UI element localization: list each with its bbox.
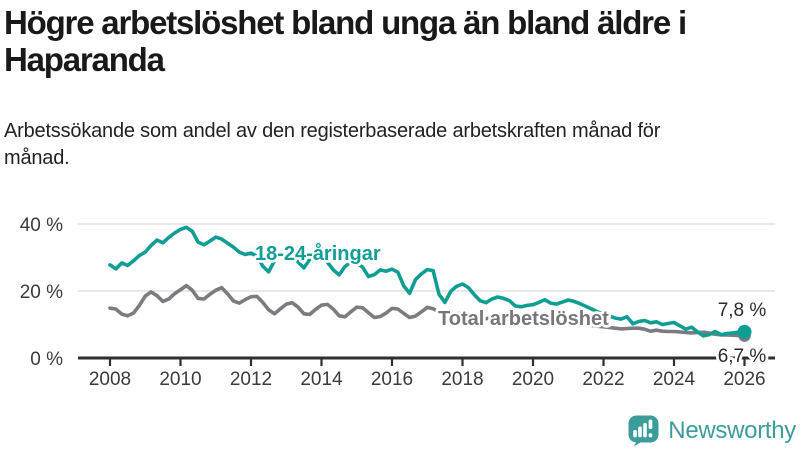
end-value-label-young: 7,8 % [718,300,767,321]
x-tick-label-2020: 2020 [512,369,554,390]
chart-subtitle: Arbetssökande som andel av den registerb… [4,120,661,169]
chart-header: Högre arbetslöshet bland unga än bland ä… [4,0,774,78]
newsworthy-footer: Newsworthy [627,415,796,447]
y-tick-label-40: 40 % [20,215,63,236]
page-title: Högre arbetslöshet bland unga än bland ä… [4,4,687,78]
x-tick-label-2022: 2022 [582,369,624,390]
end-value-label-total: 6,7 % [718,346,767,367]
x-tick-label-2018: 2018 [441,369,483,390]
y-tick-label-20: 20 % [20,282,63,303]
x-tick-label-2014: 2014 [300,369,343,390]
x-tick-label-2016: 2016 [371,369,413,390]
y-tick-label-0: 0 % [30,349,63,370]
series-label-total: Total arbetslöshet [438,308,609,330]
newsworthy-brand: Newsworthy [668,417,796,444]
x-tick-label-2010: 2010 [159,369,201,390]
series-line-young [108,225,747,338]
unemployment-line-chart: 6,7 % 2008 2010 2012 2014 2016 2018 2020 2022 202… [20,215,775,390]
newsworthy-logo-icon [628,415,659,447]
series-line-total [108,283,747,338]
end-dot-young [737,324,752,339]
x-tick-label-2024: 2024 [653,369,696,390]
x-tick-label-2012: 2012 [230,369,272,390]
x-tick-label-2026: 2026 [723,369,765,390]
x-tick-label-2008: 2008 [89,369,131,390]
series-label-young: 18-24-åringar [255,242,381,265]
